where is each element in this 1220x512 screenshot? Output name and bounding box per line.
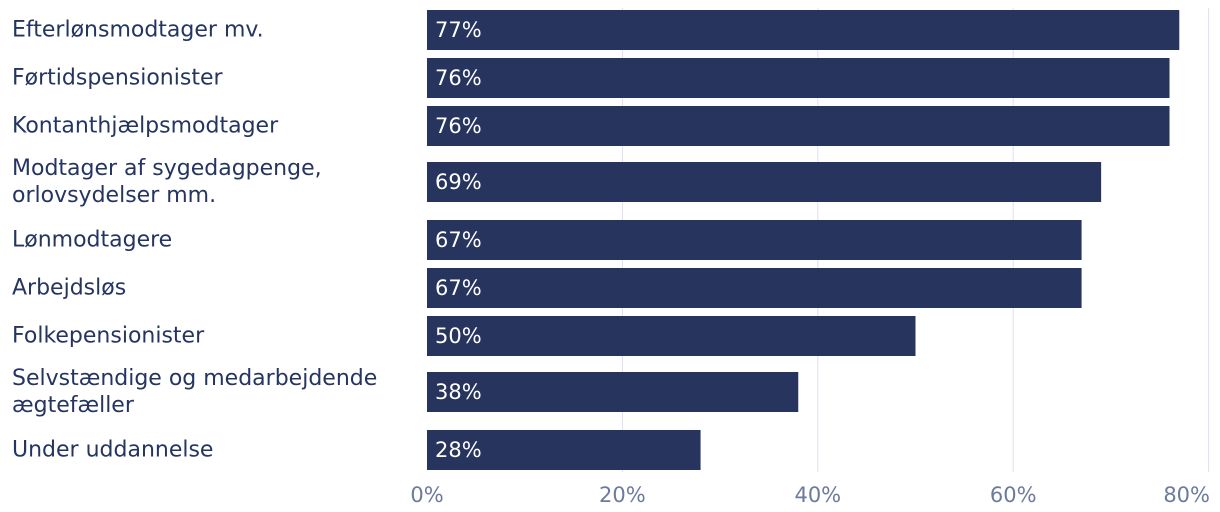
- x-tick-label-60: 60%: [990, 483, 1037, 507]
- category-label-6: Folkepensionister: [12, 324, 205, 349]
- category-label-line: Modtager af sygedagpenge,: [12, 156, 322, 181]
- bar-7: [427, 372, 799, 412]
- category-label-line: Lønmodtagere: [12, 228, 172, 253]
- category-label-line: Selvstændige og medarbejdende: [12, 366, 377, 391]
- x-tick-label-40: 40%: [794, 483, 841, 507]
- bar-1: [427, 58, 1170, 98]
- x-tick-label-20: 20%: [599, 483, 646, 507]
- bar-value-label-1: 76%: [435, 66, 482, 90]
- category-label-line: Arbejdsløs: [12, 276, 126, 301]
- category-label-3: Modtager af sygedagpenge, orlovsydelser m…: [12, 156, 322, 208]
- category-label-line: Kontanthjælpsmodtager: [12, 114, 279, 139]
- category-label-line: Folkepensionister: [12, 324, 205, 349]
- x-tick-label-0: 0%: [410, 483, 443, 507]
- category-label-2: Kontanthjælpsmodtager: [12, 114, 279, 139]
- bars: 77% 76% 76% 69% 67% 67% 50% 38% 28%: [427, 10, 1180, 470]
- category-label-8: Under uddannelse: [12, 438, 213, 463]
- bar-value-label-5: 67%: [435, 276, 482, 300]
- category-label-line: Under uddannelse: [12, 438, 213, 463]
- category-label-0: Efterlønsmodtager mv.: [12, 18, 264, 43]
- bar-value-label-4: 67%: [435, 228, 482, 252]
- category-labels: Efterlønsmodtager mv. Førtidspensionister…: [12, 18, 377, 463]
- bar-3: [427, 162, 1102, 202]
- bar-0: [427, 10, 1180, 50]
- category-label-4: Lønmodtagere: [12, 228, 172, 253]
- bar-8: [427, 430, 701, 470]
- bar-value-label-8: 28%: [435, 438, 482, 462]
- category-label-line: ægtefæller: [12, 393, 135, 418]
- bar-5: [427, 268, 1082, 308]
- category-label-line: Førtidspensionister: [12, 66, 223, 91]
- bar-4: [427, 220, 1082, 260]
- x-tick-label-80: 80%: [1163, 483, 1210, 507]
- category-label-5: Arbejdsløs: [12, 276, 126, 301]
- category-label-line: orlovsydelser mm.: [12, 183, 216, 208]
- bar-6: [427, 316, 916, 356]
- category-label-line: Efterlønsmodtager mv.: [12, 18, 264, 43]
- bar-2: [427, 106, 1170, 146]
- bar-value-label-2: 76%: [435, 114, 482, 138]
- bar-value-label-7: 38%: [435, 380, 482, 404]
- x-axis-tick-labels: 0% 20% 40% 60% 80%: [410, 483, 1210, 507]
- category-label-7: Selvstændige og medarbejdende ægtefæller: [12, 366, 377, 418]
- category-label-1: Førtidspensionister: [12, 66, 223, 91]
- bar-value-label-3: 69%: [435, 170, 482, 194]
- bar-value-label-0: 77%: [435, 18, 482, 42]
- bar-value-label-6: 50%: [435, 324, 482, 348]
